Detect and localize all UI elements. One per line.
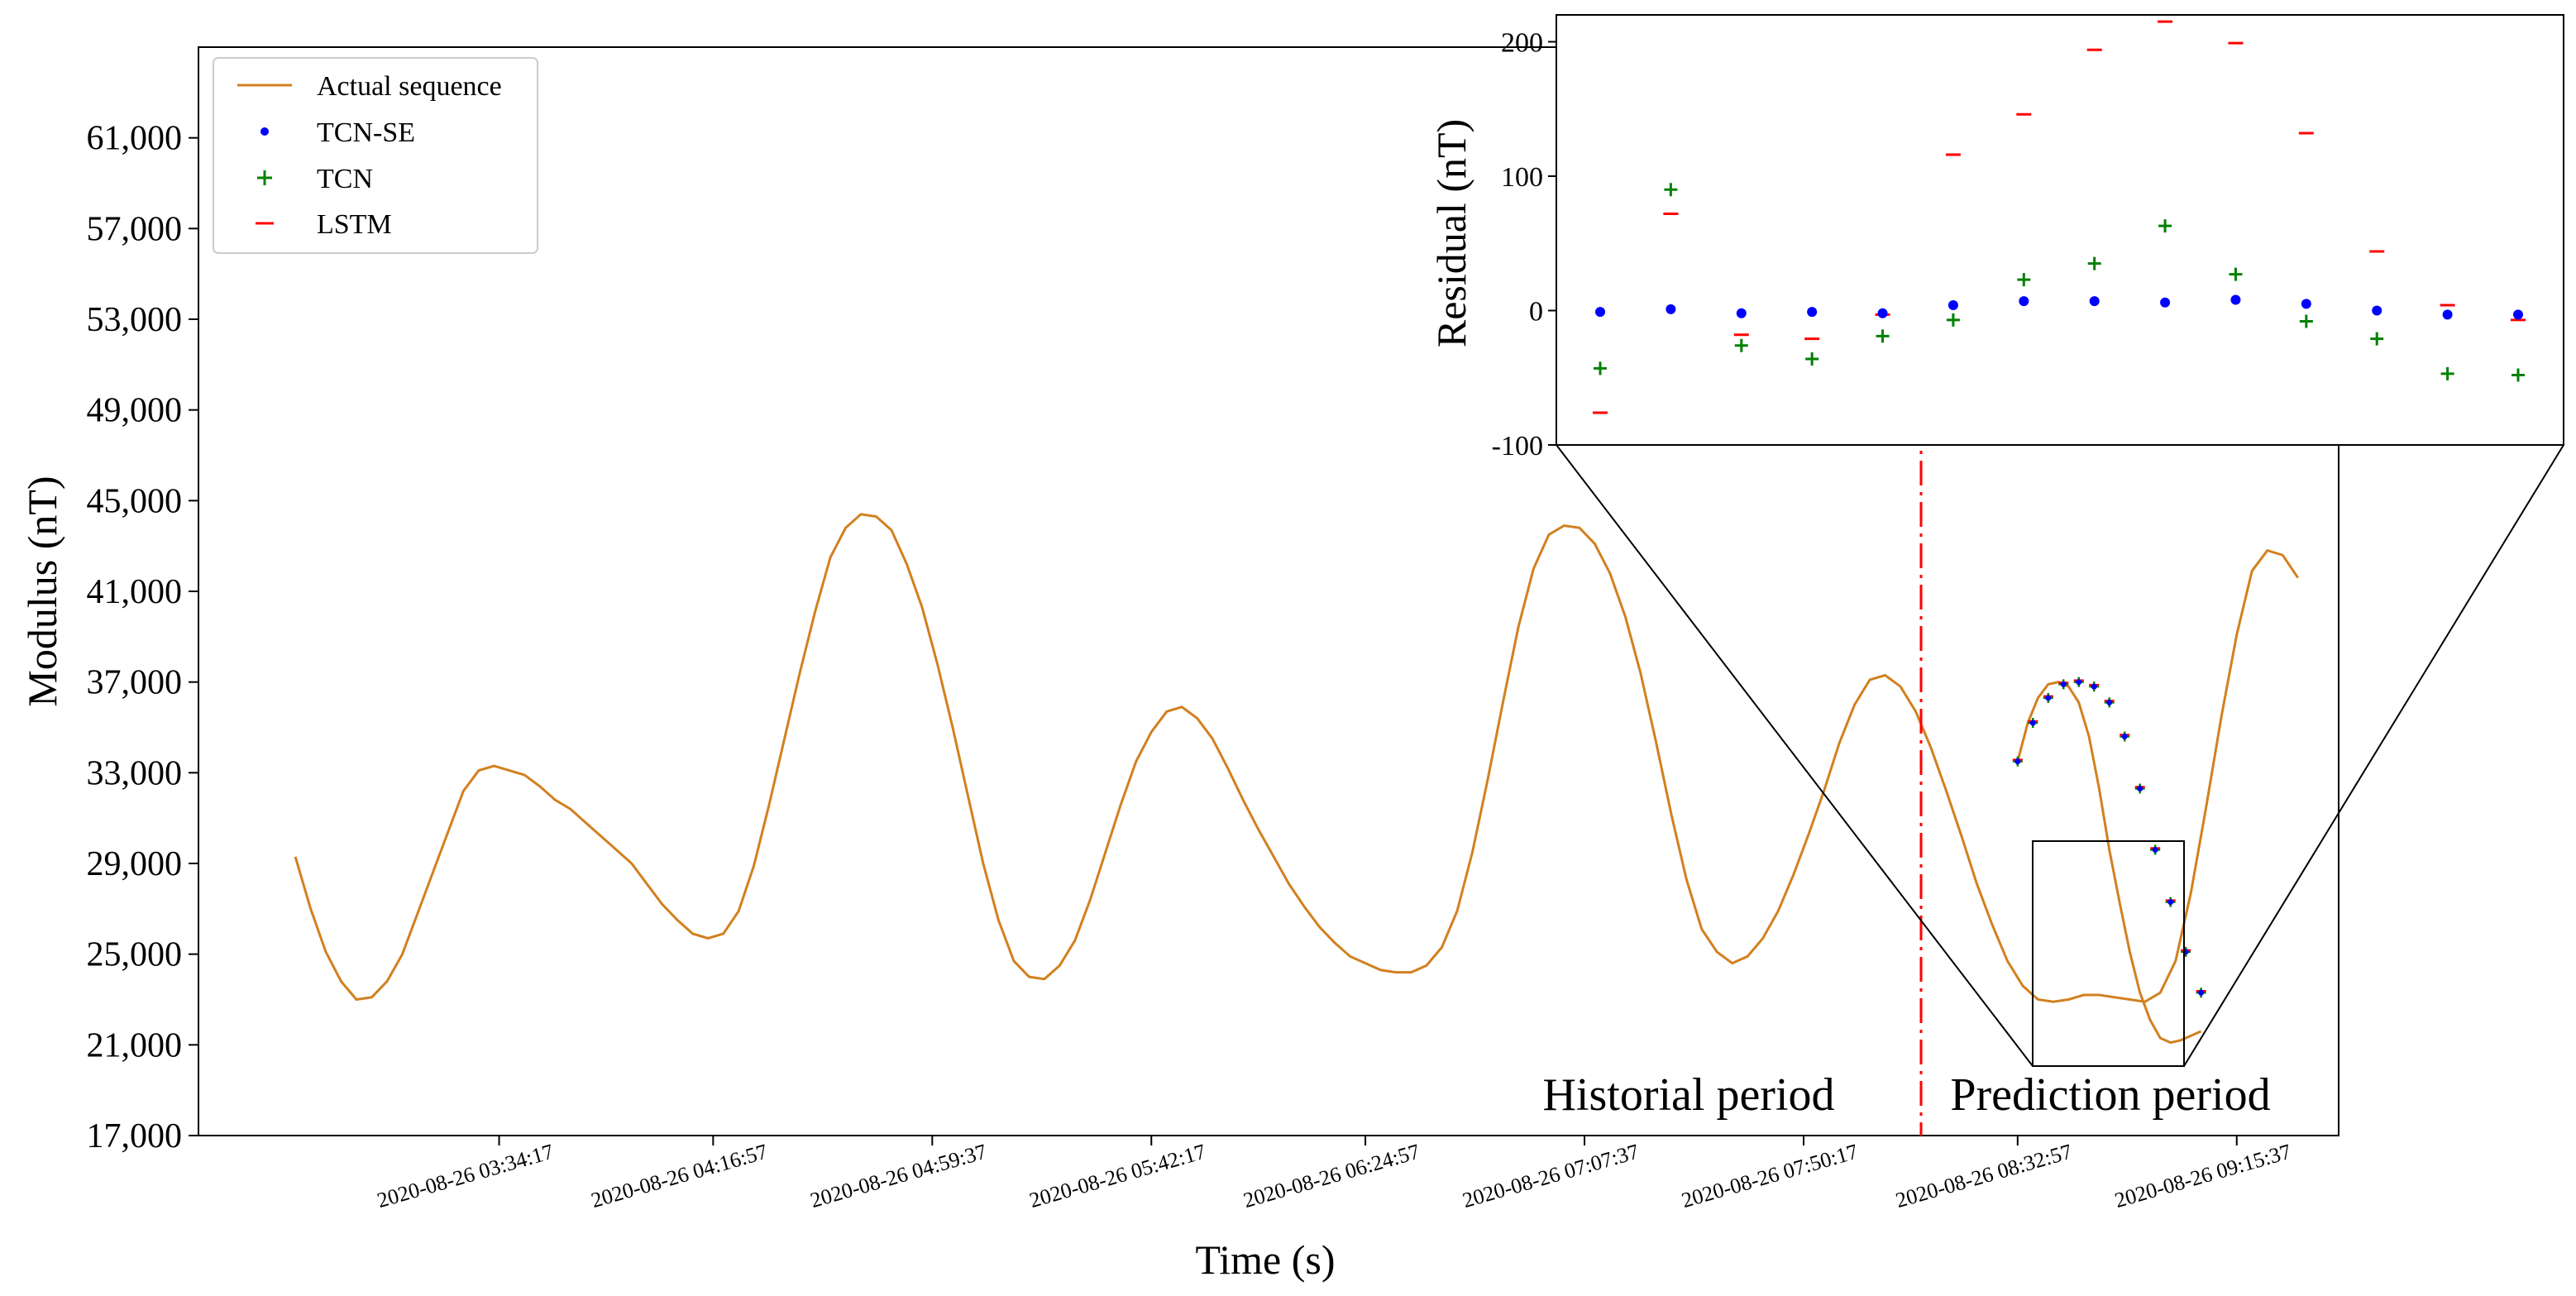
inset-tcn-se-point [2301,299,2311,309]
inset-residual-points [1593,20,2526,414]
inset-tcn-se-point [2089,296,2100,307]
main-x-axis: 2020-08-26 03:34:17 2020-08-26 04:16:57 20… [375,1136,2294,1212]
y-tick-label: 25,000 [87,936,183,974]
inset-tcn-point [1734,338,1748,352]
tcn-se-marker [2014,758,2021,765]
inset-y-tick-label: 100 [1501,162,1543,193]
inset-y-tick-label: -100 [1492,431,1543,461]
inset-tcn-point [2370,332,2384,346]
inset-tcn-point [2087,256,2101,270]
x-axis-title: Time (s) [1195,1236,1335,1283]
main-series [294,513,2299,1045]
x-tick-label: 2020-08-26 09:15:37 [2112,1140,2294,1213]
x-tick-label: 2020-08-26 07:50:17 [1679,1140,1861,1213]
tcn-se-marker [2045,695,2052,701]
inset-tcn-point [1664,183,1678,197]
inset-tcn-point [1876,329,1890,343]
actual-sequence-line [294,513,2299,1003]
tcn-se-marker [2121,733,2128,739]
inset-tcn-point [2440,366,2454,380]
y-tick-label: 49,000 [87,392,183,430]
inset-tcn-point [1805,352,1819,366]
inset-tcn-se-point [2513,309,2523,320]
tcn-se-marker [2060,681,2067,687]
x-tick-label: 2020-08-26 06:24:57 [1240,1140,1422,1213]
x-tick-label: 2020-08-26 07:07:37 [1460,1140,1642,1213]
x-tick-label: 2020-08-26 04:16:57 [589,1140,771,1213]
tcn-se-marker [2091,683,2097,690]
y-tick-label: 21,000 [87,1026,183,1064]
zoom-connector-left [1556,444,2034,1067]
y-tick-label: 61,000 [87,120,183,158]
legend: Actual sequence TCN-SE TCN LSTM [213,57,538,254]
legend-label-tcn: TCN [317,164,373,194]
inset-tcn-se-point [1948,300,1958,310]
inset-tcn-point [2299,314,2313,328]
inset-tcn-point [2158,219,2172,233]
inset-tcn-se-point [2230,294,2241,305]
inset-tcn-point [1594,361,1607,375]
legend-label-tcn-se: TCN-SE [317,117,415,148]
inset-tcn-se-point [1736,308,1747,318]
inset-tcn-se-point [1807,307,1818,318]
legend-dot-marker [260,127,269,136]
tcn-se-marker [2137,786,2143,792]
inset-tcn-point [2511,368,2525,382]
inset-tcn-se-point [2442,309,2453,320]
historical-period-label: Historial period [1542,1069,1834,1121]
x-tick-label: 2020-08-26 05:42:17 [1026,1140,1208,1213]
x-tick-label: 2020-08-26 04:59:37 [808,1140,990,1213]
tcn-se-marker [2106,699,2113,705]
inset-y-tick-label: 0 [1529,297,1543,328]
inset-tcn-se-point [2160,297,2171,308]
y-tick-label: 29,000 [87,845,183,883]
x-tick-label: 2020-08-26 08:32:57 [1893,1140,2075,1213]
inset-y-axis: -100 0 100 200 [1492,28,1556,461]
x-tick-label: 2020-08-26 03:34:17 [375,1140,557,1213]
y-axis-title: Modulus (nT) [19,476,65,706]
legend-label-lstm: LSTM [317,209,392,240]
y-tick-label: 41,000 [87,573,183,611]
inset-y-tick-label: 200 [1501,28,1543,59]
y-tick-label: 45,000 [87,482,183,520]
inset-tcn-se-point [1877,308,1888,318]
y-tick-label: 33,000 [87,754,183,792]
tcn-se-marker [2152,847,2158,854]
inset-tcn-point [2017,273,2031,287]
y-tick-label: 57,000 [87,210,183,248]
inset-y-axis-title: Residual (nT) [1428,119,1474,347]
inset-plot-area [1556,14,2564,446]
zoom-box [2032,840,2185,1067]
legend-label-actual: Actual sequence [317,71,502,102]
main-y-axis: 17,000 21,000 25,000 29,000 33,000 37,000 41,0… [87,120,198,1155]
prediction-markers [2012,677,2206,998]
actual-sequence-prediction-line [2016,681,2202,1045]
tcn-se-marker [2167,899,2174,906]
legend-box [213,57,538,254]
inset-tcn-point [2229,267,2243,281]
y-tick-label: 53,000 [87,301,183,339]
prediction-period-label: Prediction period [1950,1069,2270,1121]
tcn-se-marker [2029,720,2036,726]
tcn-se-marker [2198,989,2205,996]
inset-tcn-se-point [2019,296,2029,307]
inset-tcn-se-point [1595,307,1605,318]
inset-tcn-point [1946,313,1960,327]
inset-tcn-se-point [1666,304,1676,314]
y-tick-label: 37,000 [87,664,183,702]
legend-plus-marker [257,170,272,185]
y-tick-label: 17,000 [87,1117,183,1155]
zoom-connector-right [2183,444,2564,1067]
inset-tcn-se-point [2372,305,2382,316]
tcn-se-marker [2076,679,2082,686]
